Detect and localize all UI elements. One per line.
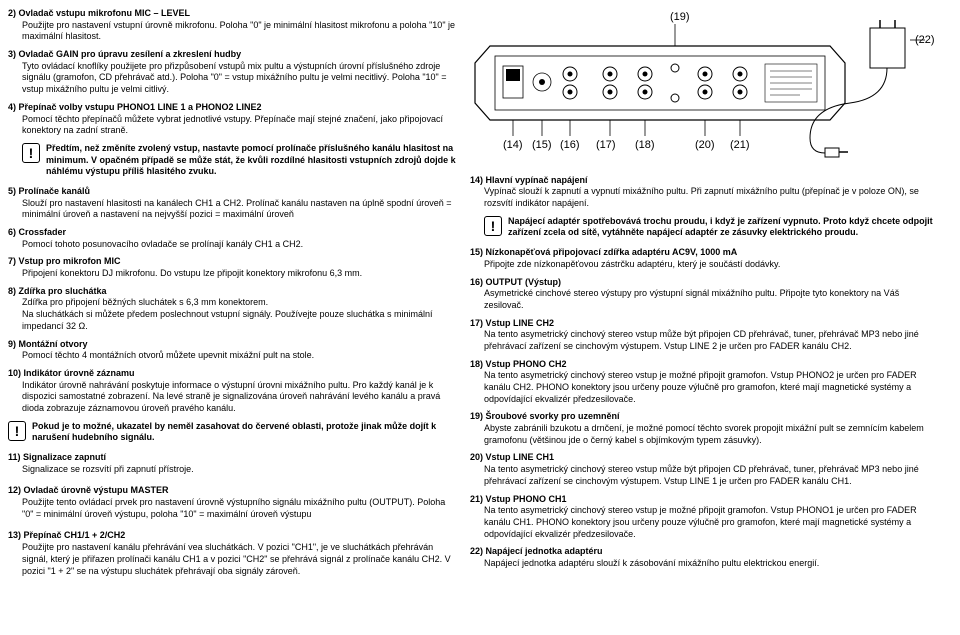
label-15: (15) [532, 139, 552, 151]
item-11-body: Signalizace se rozsvítí při zapnutí přís… [8, 464, 458, 476]
item-13-title: 13) Přepínač CH1/1 + 2/CH2 [8, 530, 458, 542]
item-21: 21) Vstup PHONO CH1 Na tento asymetrický… [470, 494, 940, 541]
item-3-body: Tyto ovládací knoflíky použijete pro při… [8, 61, 458, 96]
item-10-body: Indikátor úrovně nahrávání poskytuje inf… [8, 380, 458, 415]
item-15-body: Připojte zde nízkonapěťovou zástrčku ada… [470, 259, 940, 271]
warning-3-text: Napájecí adaptér spotřebovává trochu pro… [508, 216, 940, 239]
item-11: 11) Signalizace zapnutí Signalizace se r… [8, 452, 458, 475]
exclamation-icon: ! [22, 143, 40, 163]
item-19: 19) Šroubové svorky pro uzemnění Abyste … [470, 411, 940, 446]
warning-1: ! Předtím, než změníte zvolený vstup, na… [22, 143, 458, 178]
item-17-body: Na tento asymetrický cinchový stereo vst… [470, 329, 940, 352]
label-18: (18) [635, 139, 655, 151]
item-14: 14) Hlavní vypínač napájení Vypínač slou… [470, 175, 940, 210]
item-18-body: Na tento asymetrický cinchový stereo vst… [470, 370, 940, 405]
exclamation-icon: ! [8, 421, 26, 441]
item-5-title: 5) Prolínače kanálů [8, 186, 458, 198]
item-18: 18) Vstup PHONO CH2 Na tento asymetrický… [470, 359, 940, 406]
item-19-title: 19) Šroubové svorky pro uzemnění [470, 411, 940, 423]
item-2-title: 2) Ovladač vstupu mikrofonu MIC – LEVEL [8, 8, 458, 20]
item-16-body: Asymetrické cinchové stereo výstupy pro … [470, 288, 940, 311]
left-column: 2) Ovladač vstupu mikrofonu MIC – LEVEL … [8, 8, 458, 583]
item-13-body: Použijte pro nastavení kanálu přehrávání… [8, 542, 458, 577]
rear-panel-diagram: (19) (22) [470, 8, 940, 167]
label-20: (20) [695, 139, 715, 151]
item-16: 16) OUTPUT (Výstup) Asymetrické cinchové… [470, 277, 940, 312]
item-14-body: Vypínač slouží k zapnutí a vypnutí mixáž… [470, 186, 940, 209]
warning-1-text: Předtím, než změníte zvolený vstup, nast… [46, 143, 458, 178]
item-16-title: 16) OUTPUT (Výstup) [470, 277, 940, 289]
item-22-title: 22) Napájecí jednotka adaptéru [470, 546, 940, 558]
item-3: 3) Ovladač GAIN pro úpravu zesílení a zk… [8, 49, 458, 96]
item-17: 17) Vstup LINE CH2 Na tento asymetrický … [470, 318, 940, 353]
exclamation-icon: ! [484, 216, 502, 236]
diagram-svg: (19) (22) [470, 8, 940, 163]
item-9-body: Pomocí těchto 4 montážních otvorů můžete… [8, 350, 458, 362]
item-15-title: 15) Nízkonapěťová připojovací zdířka ada… [470, 247, 940, 259]
item-2-body: Použijte pro nastavení vstupní úrovně mi… [8, 20, 458, 43]
item-5: 5) Prolínače kanálů Slouží pro nastavení… [8, 186, 458, 221]
item-8: 8) Zdířka pro sluchátka Zdířka pro připo… [8, 286, 458, 333]
item-4-title: 4) Přepínač volby vstupu PHONO1 LINE 1 a… [8, 102, 458, 114]
label-17: (17) [596, 139, 616, 151]
item-18-title: 18) Vstup PHONO CH2 [470, 359, 940, 371]
item-20: 20) Vstup LINE CH1 Na tento asymetrický … [470, 452, 940, 487]
item-21-title: 21) Vstup PHONO CH1 [470, 494, 940, 506]
item-10: 10) Indikátor úrovně záznamu Indikátor ú… [8, 368, 458, 415]
item-8-body: Zdířka pro připojení běžných sluchátek s… [8, 297, 458, 332]
item-9: 9) Montážní otvory Pomocí těchto 4 montá… [8, 339, 458, 362]
item-12-body: Použijte tento ovládací prvek pro nastav… [8, 497, 458, 520]
item-6-title: 6) Crossfader [8, 227, 458, 239]
item-17-title: 17) Vstup LINE CH2 [470, 318, 940, 330]
item-19-body: Abyste zabránili bzukotu a drnčení, je m… [470, 423, 940, 446]
item-7: 7) Vstup pro mikrofon MIC Připojení kone… [8, 256, 458, 279]
item-4: 4) Přepínač volby vstupu PHONO1 LINE 1 a… [8, 102, 458, 137]
item-5-body: Slouží pro nastavení hlasitosti na kanál… [8, 198, 458, 221]
warning-2: ! Pokud je to možné, ukazatel by neměl z… [8, 421, 458, 444]
item-20-title: 20) Vstup LINE CH1 [470, 452, 940, 464]
right-column: (19) (22) [470, 8, 940, 583]
item-7-body: Připojení konektoru DJ mikrofonu. Do vst… [8, 268, 458, 280]
label-16: (16) [560, 139, 580, 151]
item-20-body: Na tento asymetrický cinchový stereo vst… [470, 464, 940, 487]
item-10-title: 10) Indikátor úrovně záznamu [8, 368, 458, 380]
item-2: 2) Ovladač vstupu mikrofonu MIC – LEVEL … [8, 8, 458, 43]
item-12-title: 12) Ovladač úrovně výstupu MASTER [8, 485, 458, 497]
item-4-body: Pomocí těchto přepínačů můžete vybrat je… [8, 114, 458, 137]
item-15: 15) Nízkonapěťová připojovací zdířka ada… [470, 247, 940, 270]
item-13: 13) Přepínač CH1/1 + 2/CH2 Použijte pro … [8, 530, 458, 577]
item-8-title: 8) Zdířka pro sluchátka [8, 286, 458, 298]
warning-3: ! Napájecí adaptér spotřebovává trochu p… [484, 216, 940, 239]
label-14: (14) [503, 139, 523, 151]
item-9-title: 9) Montážní otvory [8, 339, 458, 351]
item-21-body: Na tento asymetrický cinchový stereo vst… [470, 505, 940, 540]
label-21: (21) [730, 139, 750, 151]
item-22-body: Napájecí jednotka adaptéru slouží k záso… [470, 558, 940, 570]
item-7-title: 7) Vstup pro mikrofon MIC [8, 256, 458, 268]
label-19-top: (19) [670, 11, 690, 23]
item-22: 22) Napájecí jednotka adaptéru Napájecí … [470, 546, 940, 569]
item-14-title: 14) Hlavní vypínač napájení [470, 175, 940, 187]
item-6-body: Pomocí tohoto posunovacího ovladače se p… [8, 239, 458, 251]
warning-2-text: Pokud je to možné, ukazatel by neměl zas… [32, 421, 458, 444]
item-11-title: 11) Signalizace zapnutí [8, 452, 458, 464]
item-6: 6) Crossfader Pomocí tohoto posunovacího… [8, 227, 458, 250]
item-3-title: 3) Ovladač GAIN pro úpravu zesílení a zk… [8, 49, 458, 61]
item-12: 12) Ovladač úrovně výstupu MASTER Použij… [8, 485, 458, 520]
